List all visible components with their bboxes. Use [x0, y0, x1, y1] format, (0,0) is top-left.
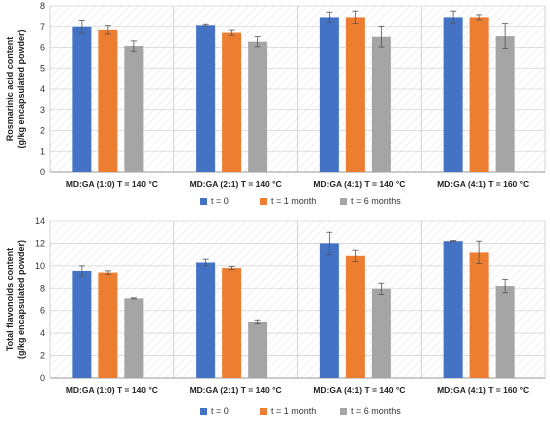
category-label: MD:GA (1:0) T = 140 °C: [66, 385, 158, 395]
y-tick-label: 4: [40, 328, 45, 338]
category-label: MD:GA (2:1) T = 140 °C: [190, 385, 282, 395]
category-label: MD:GA (4:1) T = 140 °C: [313, 179, 405, 189]
bar: [371, 288, 391, 378]
bar: [72, 270, 92, 378]
bar: [371, 36, 391, 173]
category-label: MD:GA (2:1) T = 140 °C: [190, 179, 282, 189]
y-tick-label: 4: [40, 84, 45, 94]
legend-top: t = 0 t = 1 month t = 6 months: [200, 196, 401, 206]
bar: [345, 255, 365, 378]
y-tick-label: 5: [40, 63, 45, 73]
y-tick-label: 8: [40, 283, 45, 293]
legend-swatch: [340, 198, 347, 205]
y-tick-label: 7: [40, 22, 45, 32]
y-tick-label: 6: [40, 43, 45, 53]
y-tick-label: 14: [35, 216, 45, 226]
bar: [443, 241, 463, 378]
legend-swatch: [340, 408, 347, 415]
legend-bottom: t = 0 t = 1 month t = 6 months: [200, 406, 401, 416]
legend-swatch: [200, 408, 207, 415]
bar: [319, 17, 339, 172]
y-tick-label: 1: [40, 146, 45, 156]
y-tick-label: 2: [40, 126, 45, 136]
legend-swatch: [260, 408, 267, 415]
category-label: MD:GA (4:1) T = 160 °C: [437, 385, 529, 395]
category-label: MD:GA (4:1) T = 160 °C: [437, 179, 529, 189]
legend-label: t = 0: [211, 196, 229, 206]
y-tick-label: 10: [35, 261, 45, 271]
legend-label: t = 6 months: [351, 196, 401, 206]
y-tick-label: 3: [40, 105, 45, 115]
bar: [495, 286, 515, 378]
legend-swatch: [260, 198, 267, 205]
y-tick-label: 0: [40, 167, 45, 177]
bar: [98, 272, 118, 378]
y-tick-label: 0: [40, 373, 45, 383]
bar: [248, 321, 268, 378]
y-axis-label: Rosmarinic acid content: [5, 37, 15, 142]
bar: [124, 298, 144, 378]
bar: [345, 17, 365, 172]
bar: [98, 29, 118, 172]
bar: [196, 25, 216, 172]
bar: [248, 41, 268, 172]
bar: [222, 32, 242, 173]
category-label: MD:GA (1:0) T = 140 °C: [66, 179, 158, 189]
bar: [469, 17, 489, 172]
y-axis-label: (g/kg encapsulated powder): [16, 29, 26, 148]
y-axis-label: (g/kg encapsulated powder): [16, 240, 26, 359]
legend-swatch: [200, 198, 207, 205]
legend-label: t = 1 month: [271, 196, 316, 206]
y-tick-label: 12: [35, 238, 45, 248]
bar: [72, 26, 92, 172]
bar: [443, 17, 463, 172]
legend-label: t = 6 months: [351, 406, 401, 416]
total-flavonoids-chart: 0 2 4 6 8 10 12 14 MD:GA (1:0) T = 140 °C MD:GA (…: [5, 216, 546, 395]
bar: [495, 36, 515, 173]
category-label: MD:GA (4:1) T = 140 °C: [313, 385, 405, 395]
y-tick-label: 6: [40, 306, 45, 316]
legend-label: t = 0: [211, 406, 229, 416]
y-tick-label: 8: [40, 1, 45, 11]
bar: [319, 243, 339, 378]
y-axis-label: Total flavonoids content: [5, 248, 15, 351]
rosmarinic-acid-chart: 0 1 2 3 4 5 6 7 8 MD:GA (1:0) T = 140 °C MD:GA (2:…: [5, 1, 546, 189]
bar: [222, 268, 242, 378]
bar: [469, 252, 489, 378]
bar: [196, 262, 216, 378]
bar: [124, 46, 144, 172]
y-tick-label: 2: [40, 351, 45, 361]
legend-label: t = 1 month: [271, 406, 316, 416]
